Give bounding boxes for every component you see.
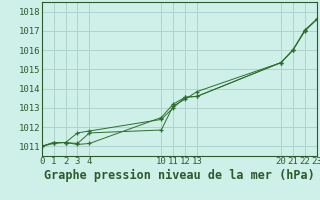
- X-axis label: Graphe pression niveau de la mer (hPa): Graphe pression niveau de la mer (hPa): [44, 169, 315, 182]
